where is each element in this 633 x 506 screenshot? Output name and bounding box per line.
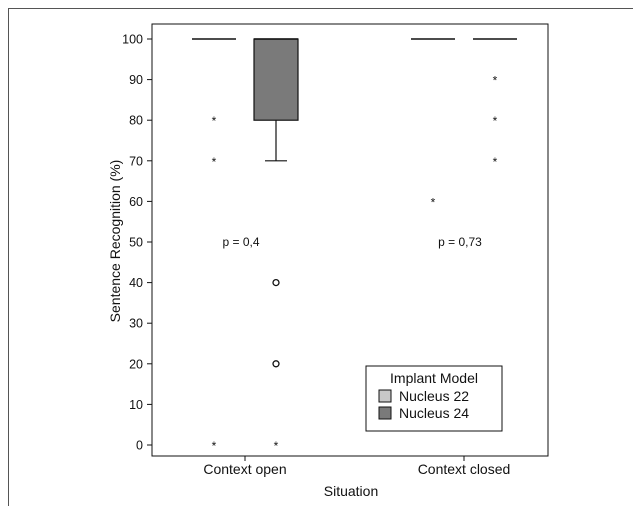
y-tick-label: 20 [129, 357, 143, 371]
x-tick-label: Context open [203, 461, 286, 477]
y-tick-label: 80 [129, 114, 143, 128]
extreme-point: * [212, 439, 217, 453]
figure-frame-left [8, 8, 9, 506]
figure-frame-top [8, 8, 633, 9]
legend-swatch-nucleus-24 [378, 406, 392, 420]
y-tick-label: 0 [136, 439, 143, 453]
legend-swatch-nucleus-22 [378, 389, 392, 403]
box-nucleus-24-context-open [253, 38, 299, 162]
outlier-point [272, 278, 280, 287]
x-tick-label: Context closed [418, 461, 511, 477]
extreme-point: * [493, 155, 498, 169]
y-tick-label: 10 [129, 398, 143, 412]
legend: Implant Model Nucleus 22 Nucleus 24 [365, 365, 503, 432]
legend-label-nucleus-24: Nucleus 24 [399, 405, 469, 421]
y-tick-label: 60 [129, 195, 143, 209]
extreme-point: * [493, 114, 498, 128]
extreme-point: * [212, 114, 217, 128]
p-value-annotations: p = 0,4 p = 0,73 [222, 235, 482, 249]
extreme-point: * [431, 195, 436, 209]
plot-area-border [151, 23, 549, 457]
y-tick-label: 30 [129, 317, 143, 331]
extreme-point: * [212, 155, 217, 169]
x-axis-title: Situation [324, 483, 378, 499]
extreme-point: * [493, 74, 498, 88]
y-axis-title: Sentence Recognition (%) [107, 160, 123, 323]
outlier-point [272, 360, 280, 368]
legend-label-nucleus-22: Nucleus 22 [399, 388, 469, 404]
y-tick-label: 90 [129, 73, 143, 87]
box-iqr [253, 38, 299, 121]
y-tick-label: 50 [129, 236, 143, 250]
extreme-point: * [274, 439, 279, 453]
legend-title: Implant Model [390, 370, 478, 386]
y-tick-label: 70 [129, 154, 143, 168]
y-tick-label: 100 [122, 33, 143, 47]
p-value-label: p = 0,4 [222, 235, 259, 249]
p-value-label: p = 0,73 [438, 235, 482, 249]
y-tick-label: 40 [129, 276, 143, 290]
